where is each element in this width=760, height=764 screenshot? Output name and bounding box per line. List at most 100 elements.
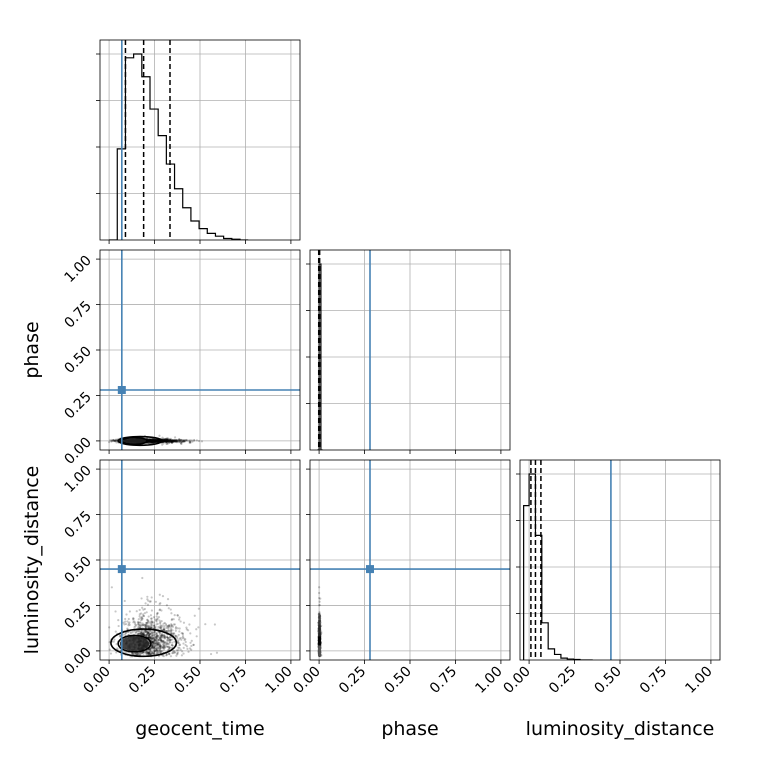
sample-point — [141, 633, 145, 636]
sample-point — [161, 441, 165, 444]
sample-point — [167, 440, 171, 443]
histogram-step — [523, 473, 593, 660]
sample-point — [170, 624, 174, 627]
sample-point — [171, 439, 174, 442]
sample-point — [155, 439, 158, 442]
sample-point — [180, 439, 183, 442]
sample-point — [150, 439, 153, 443]
sample-point — [154, 439, 157, 443]
sample-point — [108, 626, 111, 629]
sample-point — [152, 439, 156, 442]
sample-point — [136, 629, 139, 632]
sample-point — [147, 633, 151, 636]
sample-point — [157, 645, 160, 648]
sample-point — [155, 438, 158, 442]
sample-point — [164, 438, 167, 441]
sample-point — [146, 651, 149, 654]
sample-point — [156, 617, 159, 620]
sample-point — [152, 440, 155, 443]
sample-point — [173, 614, 176, 617]
sample-point — [139, 631, 142, 634]
sample-point — [170, 441, 173, 444]
sample-point — [171, 643, 174, 647]
sample-point — [144, 651, 148, 654]
sample-point — [160, 639, 163, 642]
sample-point — [166, 636, 169, 639]
sample-point — [161, 643, 164, 646]
sample-point — [157, 639, 160, 642]
sample-point — [150, 637, 154, 640]
sample-point — [147, 439, 150, 443]
sample-point — [170, 440, 173, 443]
sample-point — [155, 652, 158, 655]
y-tick-label: 0.75 — [61, 298, 94, 331]
sample-point — [147, 652, 150, 655]
sample-point — [168, 624, 171, 627]
sample-point — [152, 438, 155, 441]
sample-point — [141, 618, 144, 621]
sample-point — [147, 441, 150, 445]
sample-point — [159, 649, 162, 652]
sample-point — [152, 438, 155, 442]
sample-point — [139, 624, 142, 627]
sample-point — [165, 438, 168, 441]
sample-point — [150, 633, 154, 636]
sample-point — [140, 631, 143, 634]
sample-point — [151, 440, 154, 444]
sample-point — [166, 437, 169, 440]
sample-point — [169, 625, 173, 628]
sample-point — [169, 439, 172, 443]
sample-point — [156, 438, 159, 442]
sample-point — [162, 648, 165, 651]
sample-point — [153, 638, 156, 641]
sample-point — [169, 639, 172, 642]
sample-point — [142, 631, 146, 634]
sample-point — [155, 634, 159, 638]
x-tick-label: 0.00 — [81, 664, 114, 697]
sample-point — [172, 439, 176, 442]
sample-point — [166, 440, 169, 443]
sample-point — [166, 440, 169, 443]
sample-point — [180, 442, 183, 445]
sample-point — [150, 440, 153, 443]
sample-point — [163, 439, 166, 442]
sample-point — [183, 440, 186, 443]
sample-point — [164, 440, 168, 443]
sample-point — [148, 438, 151, 441]
sample-point — [159, 647, 162, 650]
sample-point — [153, 440, 156, 443]
sample-point — [170, 440, 173, 443]
sample-point — [151, 439, 154, 443]
sample-point — [152, 624, 155, 627]
sample-point — [145, 651, 149, 654]
sample-point — [156, 440, 159, 443]
sample-point — [156, 440, 159, 443]
sample-point — [166, 438, 169, 442]
sample-point — [139, 652, 142, 656]
sample-point — [123, 623, 126, 626]
sample-point — [156, 622, 159, 625]
sample-point — [151, 651, 154, 654]
sample-point — [163, 440, 166, 443]
sample-point — [165, 630, 168, 633]
sample-point — [154, 439, 157, 442]
sample-point — [178, 440, 181, 443]
sample-point — [189, 641, 192, 644]
sample-point — [114, 439, 117, 442]
sample-point — [135, 653, 138, 656]
sample-point — [153, 642, 157, 645]
sample-point — [132, 621, 135, 624]
sample-point — [165, 439, 168, 443]
sample-point — [162, 626, 166, 629]
sample-point — [137, 652, 140, 655]
sample-point — [166, 437, 169, 440]
sample-point — [147, 599, 150, 602]
sample-point — [148, 636, 152, 639]
sample-point — [177, 633, 180, 637]
sample-point — [165, 442, 168, 445]
sample-point — [171, 440, 174, 443]
sample-point — [150, 638, 153, 641]
sample-point — [151, 637, 154, 640]
sample-point — [179, 442, 183, 445]
sample-point — [175, 440, 178, 443]
